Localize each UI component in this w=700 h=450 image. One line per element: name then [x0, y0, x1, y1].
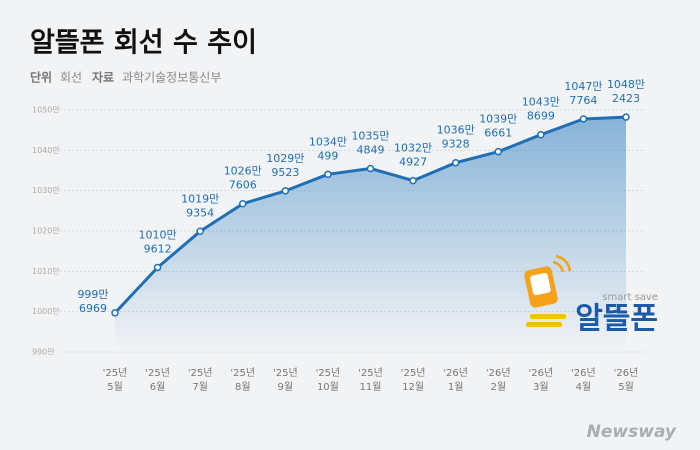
y-tick-label: 1010만	[32, 267, 60, 276]
logo-signal	[552, 254, 572, 273]
data-label: 1019만	[181, 192, 219, 205]
data-label: 8699	[527, 110, 555, 123]
source-label: 자료	[92, 70, 114, 85]
point	[409, 176, 417, 185]
point	[324, 170, 332, 179]
x-tick-label: 12월	[402, 381, 424, 393]
data-label: 499	[317, 149, 338, 162]
point	[494, 147, 502, 156]
data-label: 9523	[271, 166, 299, 179]
footer-brand: Newsway	[587, 422, 677, 442]
data-label: 4849	[357, 144, 385, 157]
data-label: 9328	[442, 138, 470, 151]
source: 과학기술정보통신부	[122, 71, 221, 85]
data-label: 1036만	[437, 124, 475, 137]
point	[451, 158, 460, 167]
x-tick-label: 3월	[533, 381, 549, 393]
x-tick-label: '25년	[103, 367, 128, 379]
x-tick-label: '25년	[273, 367, 298, 379]
logo-tagline: smart save	[602, 292, 658, 303]
data-label: 1048만	[607, 78, 645, 91]
x-tick-label: '26년	[614, 367, 639, 379]
logo-screen	[530, 272, 551, 296]
x-tick-label: 5월	[107, 381, 123, 393]
x-tick-label: 10월	[317, 381, 339, 393]
data-label: 2423	[612, 92, 640, 105]
x-tick-label: '25년	[401, 367, 426, 379]
data-label: 1032만	[394, 142, 432, 155]
point	[366, 164, 375, 173]
x-tick-label: 1월	[448, 381, 464, 393]
x-tick-label: 9월	[278, 381, 294, 393]
x-tick-label: 8월	[235, 381, 251, 393]
data-label: 1034만	[309, 135, 347, 148]
x-tick-label: '25년	[316, 367, 341, 379]
y-tick-label: 990만	[32, 348, 55, 357]
data-label: 9612	[144, 242, 172, 255]
data-label: 1047만	[564, 80, 602, 93]
x-tick-label: '25년	[230, 367, 255, 379]
data-label: 6661	[484, 127, 512, 140]
point	[111, 309, 119, 317]
data-label: 1029만	[266, 152, 304, 165]
y-tick-label: 1030만	[32, 186, 60, 195]
logo-coin	[526, 322, 562, 327]
x-tick-label: 2월	[490, 381, 506, 393]
data-label: 4927	[399, 156, 427, 169]
x-tick-label: '26년	[528, 367, 553, 379]
point	[239, 199, 247, 208]
point	[281, 187, 290, 195]
x-tick-label: 7월	[192, 381, 208, 393]
x-tick-label: '26년	[486, 367, 511, 379]
x-tick-label: 5월	[618, 381, 634, 393]
data-label: 1043만	[522, 96, 560, 109]
x-tick-label: '25년	[358, 367, 383, 379]
x-tick-label: 4월	[576, 381, 592, 393]
data-label: 9354	[186, 206, 214, 219]
data-label: 1026만	[224, 165, 262, 178]
chart-title: 알뜰폰 회선 수 추이	[30, 28, 257, 59]
y-tick-label: 1020만	[32, 227, 60, 236]
point	[622, 113, 630, 121]
x-tick-label: 11월	[360, 381, 382, 393]
x-tick-label: '25년	[145, 367, 170, 379]
point	[153, 263, 162, 272]
unit-label: 단위	[30, 70, 52, 85]
x-tick-label: 6월	[150, 381, 166, 393]
point	[579, 115, 588, 123]
x-tick-label: '25년	[188, 367, 213, 379]
data-label: 7606	[229, 179, 257, 192]
area	[115, 117, 626, 352]
data-label: 1010만	[139, 228, 177, 241]
data-label: 1035만	[351, 130, 389, 143]
y-tick-label: 1040만	[32, 146, 60, 155]
y-tick-label: 1050만	[32, 106, 60, 115]
data-label: 7764	[569, 94, 597, 107]
point	[537, 130, 545, 139]
x-tick-label: '26년	[571, 367, 596, 379]
logo-name: 알뜰폰	[575, 302, 658, 337]
logo: smart save 알뜰폰	[524, 254, 658, 337]
data-label: 6969	[79, 302, 107, 315]
data-label: 1039만	[479, 113, 517, 126]
unit: 회선	[60, 71, 82, 85]
x-tick-label: '26년	[443, 367, 468, 379]
point	[196, 227, 204, 236]
data-label: 999만	[77, 288, 108, 301]
y-tick-label: 1000만	[32, 307, 60, 316]
logo-coin	[530, 314, 566, 319]
